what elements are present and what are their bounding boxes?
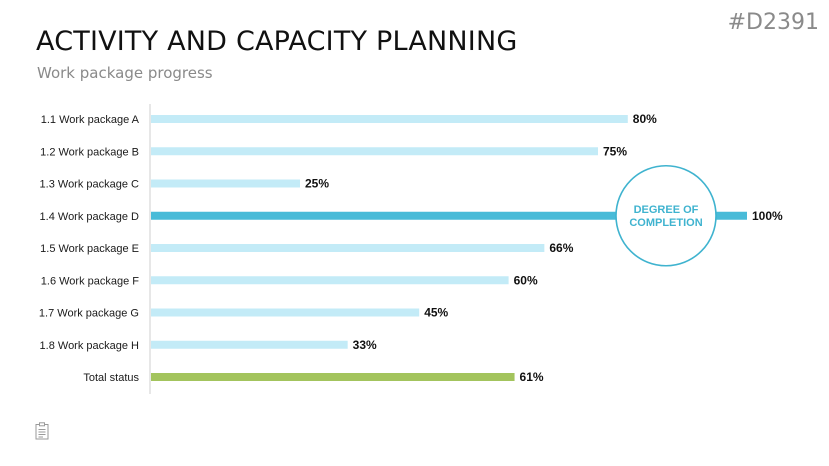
total-status-bar: [151, 373, 515, 381]
progress-bar: [151, 115, 628, 123]
category-label: 1.2 Work package B: [40, 146, 139, 158]
category-label: 1.1 Work package A: [41, 114, 140, 126]
value-label: 60%: [514, 273, 538, 287]
category-label: 1.6 Work package F: [41, 275, 140, 287]
value-label: 80%: [633, 112, 657, 126]
bar-rows: 1.1 Work package A 80% 1.2 Work package B 7…: [39, 112, 783, 384]
progress-bar: [151, 211, 747, 220]
progress-bar: [151, 147, 598, 156]
badge-text-line-2: COMPLETION: [629, 217, 702, 229]
value-label: 75%: [603, 144, 627, 158]
progress-bar: [151, 179, 300, 188]
value-label: 33%: [353, 338, 377, 352]
progress-bar: [151, 244, 545, 252]
value-label: 100%: [752, 209, 783, 223]
degree-of-completion-badge: DEGREE OF COMPLETION: [615, 164, 717, 267]
badge-circle: [615, 164, 717, 267]
category-label: 1.3 Work package C: [40, 179, 140, 191]
value-label: 66%: [549, 241, 573, 255]
progress-bar: [151, 308, 420, 317]
value-label: 25%: [305, 177, 329, 191]
category-label: 1.5 Work package E: [40, 243, 139, 255]
progress-bar: [151, 340, 348, 349]
clipboard-icon: [35, 422, 49, 445]
page-title: ACTIVITY AND CAPACITY PLANNING: [36, 26, 518, 57]
value-label: 45%: [424, 306, 448, 320]
category-label: Total status: [83, 372, 139, 384]
category-label: 1.7 Work package G: [39, 308, 139, 320]
progress-bar: [151, 276, 509, 285]
page-subtitle: Work package progress: [37, 64, 213, 82]
slide-id: #D2391: [727, 10, 819, 35]
category-label: 1.4 Work package D: [40, 211, 140, 223]
badge-text-line-1: DEGREE OF: [634, 204, 699, 216]
value-label: 61%: [520, 370, 544, 384]
category-label: 1.8 Work package H: [40, 340, 140, 352]
